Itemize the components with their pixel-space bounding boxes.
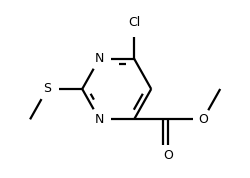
Text: O: O [164, 149, 173, 162]
Text: N: N [95, 52, 104, 65]
Text: Cl: Cl [128, 16, 140, 29]
Text: N: N [95, 113, 104, 126]
Text: S: S [43, 82, 51, 96]
Text: O: O [198, 113, 208, 126]
